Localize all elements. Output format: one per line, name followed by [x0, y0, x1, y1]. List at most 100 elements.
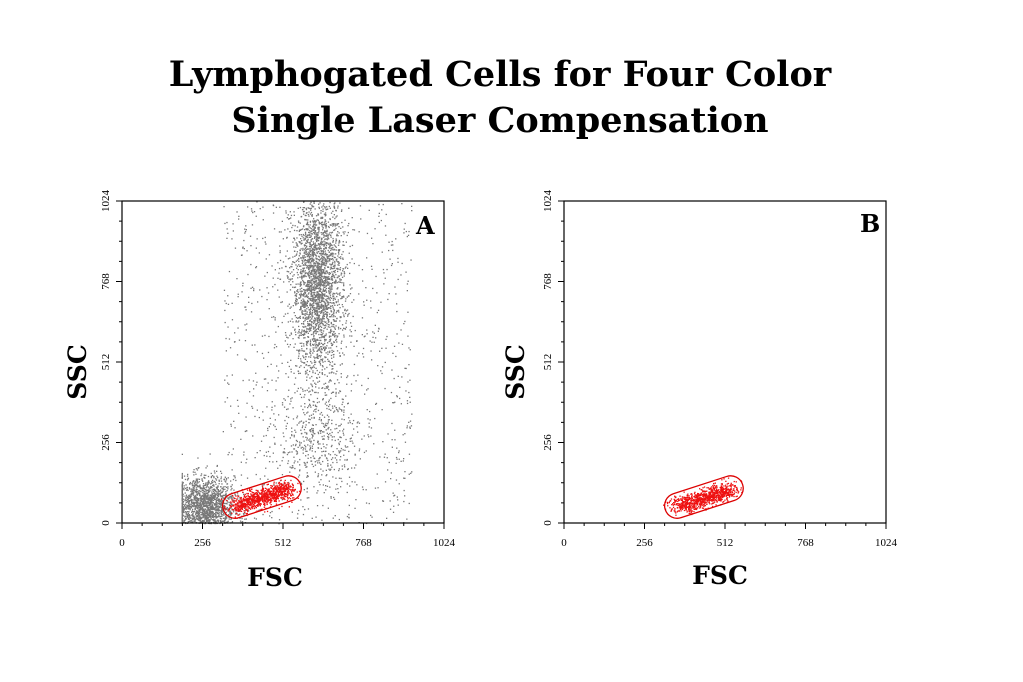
panel-a-event-point	[323, 213, 326, 215]
panel-a-event-point	[331, 279, 334, 281]
chart-title: Lymphogated Cells for Four Color Single …	[0, 52, 1000, 144]
panel-a-event-point	[228, 498, 230, 500]
panel-a-event-point	[298, 297, 300, 299]
panel-a-event-point	[328, 360, 330, 362]
panel-a-event-point	[312, 443, 314, 445]
panel-a-event-point	[300, 257, 302, 259]
panel-a-event-point	[405, 390, 407, 392]
panel-a-event-point	[197, 512, 199, 514]
panel-a-event-point	[323, 438, 325, 440]
panel-a-event-point	[358, 352, 360, 354]
panel-a-event-point	[204, 498, 206, 500]
panel-a-event-point	[199, 508, 201, 510]
panel-a-event-point	[309, 377, 311, 379]
panel-a-event-point	[345, 241, 347, 243]
panel-a-event-point	[334, 515, 336, 517]
panel-a-event-point	[315, 286, 317, 288]
panel-a-event-point	[301, 275, 303, 277]
panel-a-event-point	[185, 511, 187, 513]
panel-a-event-point	[362, 280, 364, 282]
panel-a-event-point	[302, 269, 304, 272]
panel-a-event-point	[283, 406, 286, 408]
panel-a-event-point	[240, 474, 243, 476]
panel-a-event-point	[193, 505, 195, 507]
panel-a-event-point	[215, 503, 217, 505]
panel-a-event-point	[330, 277, 332, 279]
panel-a-event-point	[316, 304, 318, 306]
panel-a-event-point	[311, 445, 313, 447]
panel-a-event-point	[326, 387, 329, 389]
panel-a-event-point	[303, 245, 306, 247]
panel-a-event-point	[304, 358, 307, 360]
panel-a-event-point	[306, 285, 308, 287]
panel-a-event-point	[312, 306, 314, 308]
panel-a-event-point	[192, 492, 194, 495]
panel-a-event-point	[305, 356, 307, 358]
panel-a-event-point	[327, 302, 329, 304]
panel-a-event-point	[342, 432, 344, 434]
panel-a-event-point	[328, 405, 330, 408]
panel-a-event-point	[316, 236, 318, 238]
panel-a-event-point	[198, 490, 200, 492]
panel-a-event-point	[262, 219, 264, 221]
panel-a-event-point	[319, 371, 321, 374]
panel-a-event-point	[181, 477, 183, 479]
panel-a-event-point	[327, 260, 329, 262]
panel-a-event-point	[317, 373, 319, 376]
panel-a-event-point	[315, 287, 317, 290]
panel-a-event-point	[323, 290, 325, 292]
panel-a-event-point	[321, 293, 323, 296]
panel-a-event-point	[301, 271, 304, 273]
panel-a-event-point	[181, 489, 183, 491]
panel-a-event-point	[239, 517, 241, 519]
panel-a-event-point	[255, 267, 257, 269]
panel-a-event-point	[302, 268, 305, 270]
panel-a-event-point	[330, 254, 332, 256]
panel-a-event-point	[286, 250, 288, 252]
panel-a-event-point	[334, 315, 336, 318]
panel-a-event-point	[206, 495, 209, 497]
panel-a-event-point	[336, 379, 339, 381]
panel-a-event-point	[354, 454, 356, 456]
panel-a-event-point	[227, 497, 229, 499]
panel-a-event-point	[221, 483, 223, 485]
panel-a-event-point	[317, 475, 319, 477]
panel-a-event-point	[366, 333, 368, 335]
panel-a-event-point	[337, 261, 340, 263]
panel-a-event-point	[327, 255, 329, 258]
panel-a-event-point	[338, 275, 340, 277]
panel-a-event-point	[330, 290, 332, 293]
panel-a-event-point	[318, 347, 321, 349]
panel-a-event-point	[342, 251, 344, 253]
panel-a-event-point	[189, 481, 192, 484]
panel-a-event-point	[328, 436, 330, 438]
panel-a-event-point	[319, 360, 321, 362]
panel-a-event-point	[205, 510, 208, 513]
panel-a-event-point	[278, 267, 281, 270]
panel-a-event-point	[207, 501, 209, 503]
panel-a-event-point	[300, 265, 302, 267]
panel-a-event-point	[221, 499, 223, 501]
panel-a-event-point	[323, 308, 325, 310]
panel-a-event-point	[320, 283, 322, 286]
panel-a-event-point	[317, 227, 319, 229]
panel-a-event-point	[327, 221, 330, 223]
panel-a-event-point	[343, 409, 345, 411]
panel-a-event-point	[267, 351, 270, 354]
panel-a-event-point	[311, 322, 313, 324]
panel-a-event-point	[342, 449, 344, 451]
panel-a-event-point	[295, 299, 297, 302]
panel-a-event-point	[204, 493, 206, 495]
panel-a-event-point	[273, 347, 276, 349]
panel-a-event-point	[233, 499, 235, 502]
panel-a-event-point	[343, 275, 345, 277]
panel-a-event-point	[197, 500, 200, 502]
panel-a-event-point	[315, 239, 317, 241]
panel-a-event-point	[281, 301, 283, 303]
panel-a-event-point	[322, 438, 325, 440]
panel-a-event-point	[337, 310, 339, 312]
panel-a-event-point	[333, 253, 335, 255]
panel-a-event-point	[318, 301, 320, 303]
panel-a-event-point	[306, 412, 308, 414]
panel-a-event-point	[305, 207, 307, 209]
